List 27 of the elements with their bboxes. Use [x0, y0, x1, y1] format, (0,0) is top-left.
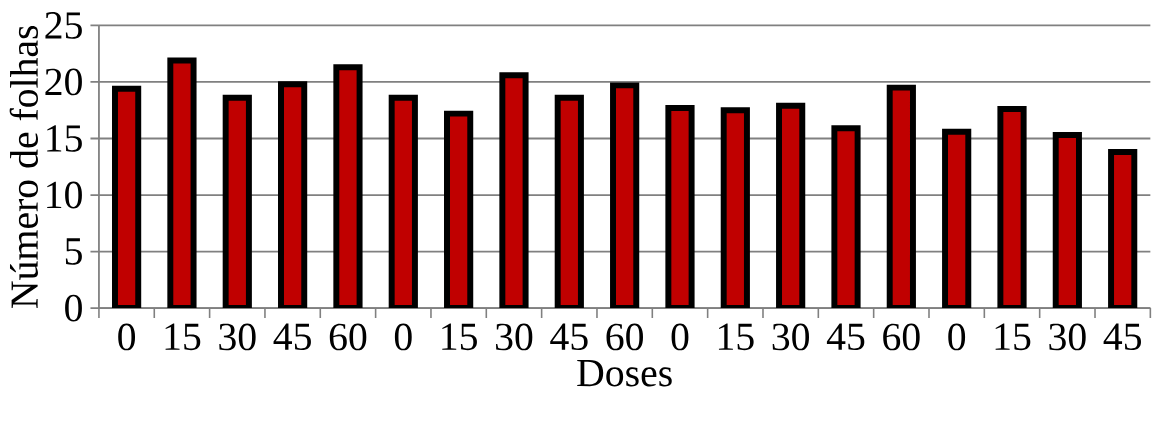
x-tick-label: 15	[718, 323, 754, 351]
y-axis-title: Número de folhas	[9, 25, 38, 308]
x-tick-label: 0	[118, 323, 136, 351]
x-tick-label: 60	[606, 323, 643, 351]
x-tick-label: 45	[1103, 323, 1141, 351]
y-tick-label: 15	[47, 125, 82, 152]
x-tick-label: 45	[826, 323, 865, 351]
x-tick-label: 0	[671, 323, 689, 351]
x-axis-title: Doses	[577, 360, 672, 387]
x-tick-label: 30	[1049, 323, 1086, 351]
y-tick-label: 0	[65, 294, 82, 322]
x-tick-label: 0	[394, 323, 412, 351]
y-tick-label: 5	[65, 238, 82, 265]
x-tick-label: 30	[496, 323, 533, 351]
x-tick-label: 45	[273, 323, 311, 351]
x-tick-label: 45	[550, 323, 588, 351]
x-tick-label: 60	[883, 323, 920, 351]
x-tick-label: 0	[948, 323, 966, 351]
x-tick-label: 15	[995, 323, 1031, 351]
y-tick-label: 20	[45, 68, 82, 96]
x-tick-label: 30	[772, 323, 810, 351]
x-tick-label: 30	[219, 323, 256, 351]
x-tick-label: 15	[442, 323, 477, 351]
x-tick-label: 60	[329, 323, 367, 351]
y-tick-label: 10	[47, 181, 82, 209]
x-tick-label: 15	[165, 323, 201, 351]
y-tick-label: 25	[45, 12, 82, 39]
